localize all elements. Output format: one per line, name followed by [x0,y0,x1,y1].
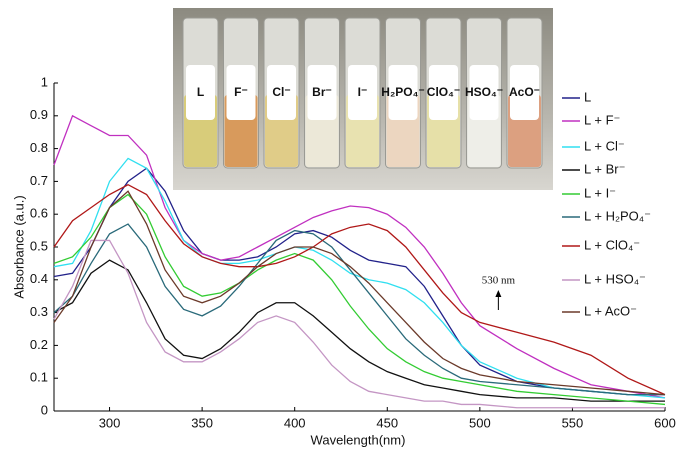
vial-label-text: ClO₄⁻ [427,85,460,99]
series-line [53,167,665,396]
vial-label-text: Br⁻ [312,85,332,99]
vial-label [226,65,256,120]
vial-label [307,65,337,120]
vial-label-text: H₂PO₄⁻ [381,85,424,99]
series-line [53,193,666,406]
vial-label-text: I⁻ [358,85,368,99]
y-tick-label: 0.1 [30,370,48,385]
y-tick-label: 0.2 [30,337,48,352]
x-tick-label: 600 [654,415,676,430]
legend-label: L + ClO₄⁻ [584,237,640,252]
y-tick-label: 0.6 [30,206,48,221]
legend-label: L + Cl⁻ [584,138,625,153]
legend-label: L + HSO₄⁻ [584,271,646,286]
vial-label [267,65,296,120]
series-line [53,190,666,396]
vial-label [348,65,377,120]
x-tick-label: 350 [191,415,213,430]
vial-label [186,65,215,120]
x-tick-label: 300 [99,415,121,430]
y-tick-label: 0 [41,402,48,417]
y-tick-label: 0.4 [30,271,48,286]
annotation: 530 nm [482,275,516,287]
vial-label-text: AcO⁻ [509,85,540,99]
y-tick-label: 0.8 [30,140,48,155]
x-tick-label: 450 [376,415,398,430]
vial-label-text: F⁻ [234,85,248,99]
vial-label [510,65,539,120]
series-line [53,239,665,409]
y-tick-label: 1 [41,74,48,89]
legend-label: L + H₂PO₄⁻ [584,208,651,223]
vial-label [429,65,458,120]
annotation-arrowhead [495,290,502,297]
series-line [53,114,666,399]
legend-label: L [584,89,591,104]
legend-label: L + I⁻ [584,185,616,200]
y-tick-label: 0.3 [30,304,48,319]
series-line [53,223,665,396]
x-tick-label: 550 [562,415,584,430]
inset-photo: L F⁻ Cl⁻ Br⁻ I⁻ H₂PO₄⁻ ClO₄⁻ HSO₄⁻ AcO⁻ [173,8,553,190]
legend-label: L + AcO⁻ [584,303,637,318]
x-tick-label: 500 [469,415,491,430]
x-axis-label: Wavelength(nm) [311,432,406,447]
series-line [53,157,666,399]
vial-label [388,65,418,120]
vial-label-text: L [197,85,204,99]
y-tick-label: 0.7 [30,173,48,188]
y-tick-label: 0.9 [30,107,48,122]
vial-label-text: Cl⁻ [272,85,290,99]
vial-label-text: HSO₄⁻ [465,85,503,99]
y-tick-label: 0.5 [30,238,48,253]
legend-label: L + F⁻ [584,112,620,127]
series-line [53,259,665,402]
x-tick-label: 400 [284,415,306,430]
vial-label [469,65,499,120]
y-axis-label: Absorbance (a.u.) [11,195,26,298]
legend-label: L + Br⁻ [584,161,625,176]
series-line [53,183,666,396]
